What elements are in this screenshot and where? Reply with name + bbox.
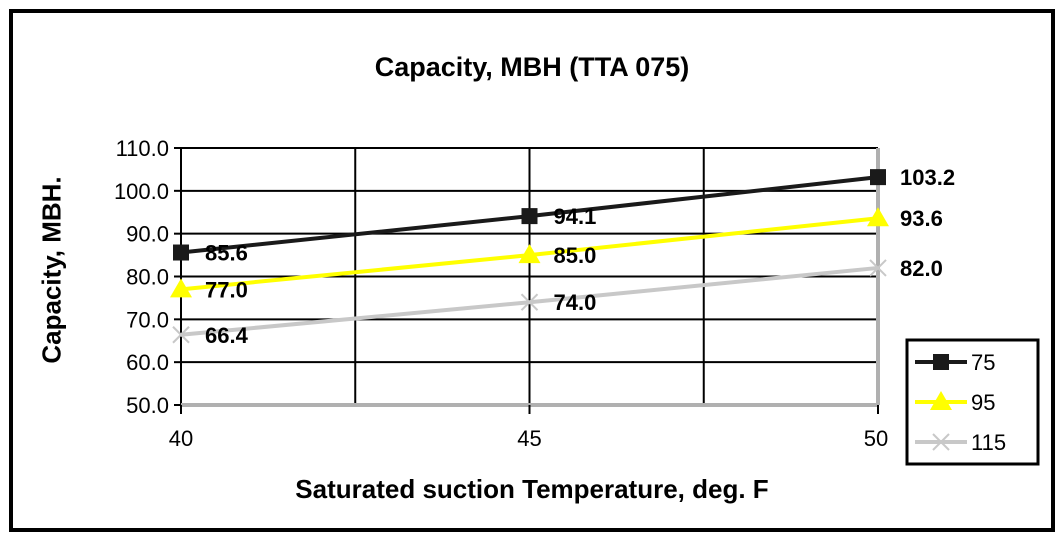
x-tick-label: 40: [169, 426, 193, 451]
data-label-75: 94.1: [554, 204, 597, 229]
legend-label-115: 115: [971, 430, 1006, 455]
data-label-75: 103.2: [900, 165, 955, 190]
data-label-95: 85.0: [554, 243, 597, 268]
data-labels: 85.6 94.1 103.2 77.0 85.0 93.6 66.4 74.0 82.0: [205, 165, 955, 348]
chart-title: Capacity, MBH (TTA 075): [374, 52, 690, 82]
data-point-95: [170, 278, 192, 298]
y-tick-label: 100.0: [114, 179, 169, 204]
legend-marker-75: [933, 354, 949, 370]
legend-label-95: 95: [971, 390, 995, 415]
legend: 75 95 115: [905, 338, 1040, 466]
data-point-95: [518, 244, 541, 264]
x-marker-stroke: [172, 326, 190, 344]
data-point-95: [867, 207, 889, 227]
y-tick-label: 90.0: [126, 222, 169, 247]
data-label-115: 66.4: [205, 323, 249, 348]
series-group: [170, 169, 889, 344]
data-point-75: [870, 169, 886, 186]
data-label-95: 77.0: [205, 277, 248, 302]
x-marker-stroke: [869, 259, 887, 277]
data-point-115: [520, 293, 539, 311]
data-label-115: 82.0: [900, 256, 943, 281]
x-marker-stroke: [932, 433, 950, 451]
axes: 50.0 60.0 70.0 80.0 90.0 100.0 110.0 40 45 50: [114, 136, 888, 451]
data-label-95: 93.6: [900, 206, 943, 231]
data-label-115: 74.0: [554, 290, 597, 315]
y-tick-label: 50.0: [126, 393, 169, 418]
data-point-75: [521, 208, 538, 225]
x-tick-label: 50: [864, 426, 888, 451]
y-tick-label: 80.0: [126, 265, 169, 290]
data-label-75: 85.6: [205, 241, 248, 266]
legend-label-75: 75: [971, 350, 995, 375]
y-tick-label: 70.0: [126, 307, 169, 332]
data-point-75: [173, 244, 189, 261]
data-point-115: [869, 259, 887, 277]
y-tick-label: 60.0: [126, 350, 169, 375]
x-marker-stroke: [520, 293, 539, 311]
legend-marker-95: [930, 391, 952, 410]
y-tick-label: 110.0: [116, 136, 169, 161]
data-point-115: [172, 326, 190, 344]
legend-marker-115: [932, 433, 950, 451]
x-axis-label: Saturated suction Temperature, deg. F: [295, 474, 769, 504]
x-tick-label: 45: [517, 426, 541, 451]
